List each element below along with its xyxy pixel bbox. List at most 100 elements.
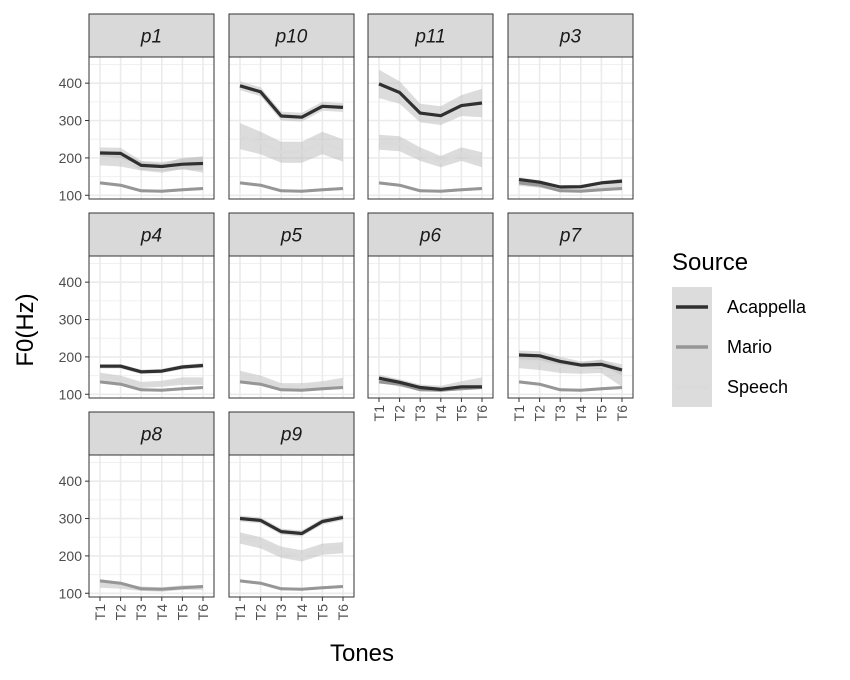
facet-label: p4: [140, 226, 162, 247]
y-tick-label: 200: [59, 349, 83, 365]
series-line-mario: [99, 181, 204, 193]
plot-area: [368, 256, 493, 398]
legend-item-acappella: Acappella: [672, 287, 807, 327]
panel-p7: p7 T1 T2 T3 T4 T5 T6: [507, 212, 634, 422]
series-line-speech: [239, 134, 344, 154]
legend-label: Acappella: [727, 297, 807, 317]
x-tick-label: T4: [294, 604, 310, 621]
facet-label: p7: [559, 226, 583, 247]
x-tick-label: T1: [92, 604, 108, 621]
series-line-speech: [99, 374, 203, 387]
plot-area: [89, 57, 214, 199]
facet-strip: [228, 13, 355, 58]
y-tick-label: 400: [59, 274, 83, 290]
panel-border: [228, 255, 355, 399]
x-tick-label: T2: [392, 405, 408, 422]
panel-border: [367, 255, 494, 399]
series-line-mario: [239, 579, 344, 591]
facet-strip: [88, 411, 215, 456]
panel-p6: p6 T1 T2 T3 T4 T5 T6: [367, 212, 494, 422]
series-line-acappella: [100, 363, 204, 374]
facet-label: p3: [559, 27, 582, 48]
panel-p10: p10: [228, 13, 355, 200]
panel-border: [507, 255, 634, 399]
series-line-mario: [99, 380, 204, 392]
ribbon-speech: [240, 123, 343, 163]
x-tick-label: T3: [273, 604, 289, 621]
x-tick-label: T4: [154, 604, 170, 621]
panel-border: [228, 454, 355, 598]
ribbon-acappella: [100, 363, 203, 375]
y-tick-label: 200: [59, 548, 83, 564]
facet-label: p1: [140, 27, 162, 48]
series-line-acappella: [518, 353, 623, 372]
x-tick-label: T5: [593, 405, 609, 422]
series-line-speech: [518, 359, 623, 379]
x-tick-label: T6: [195, 604, 211, 621]
x-tick-label: T6: [474, 405, 490, 422]
plot-area: [229, 455, 354, 597]
x-tick-label: T2: [532, 405, 548, 422]
panel-border: [88, 255, 215, 399]
panel-border: [367, 56, 494, 200]
panel-p4: p4 100 200 300 400: [59, 212, 215, 402]
facet-strip: [88, 212, 215, 257]
facet-strip: [228, 212, 355, 257]
x-tick-label: T4: [573, 405, 589, 422]
series-line-speech: [239, 536, 344, 558]
ribbon-acappella: [379, 69, 482, 125]
series-line-speech: [378, 140, 483, 164]
legend-item-speech: Speech: [672, 367, 788, 407]
facet-label: p10: [275, 27, 308, 48]
y-tick-label: 200: [59, 150, 83, 166]
panel-p11: p11: [367, 13, 494, 200]
series-line-mario: [239, 380, 344, 392]
panel-p8: p8 100 200 300 400 T1 T2 T3 T4 T5 T6: [59, 411, 215, 621]
y-axis-title: F0(Hz): [12, 293, 39, 366]
facet-label: p8: [140, 425, 163, 446]
y-tick-label: 400: [59, 473, 83, 489]
facet-strip: [507, 212, 634, 257]
facet-strip: [507, 13, 634, 58]
ribbon-speech: [240, 532, 343, 562]
x-tick-label: T2: [113, 604, 129, 621]
series-line-acappella: [378, 82, 483, 118]
panel-border: [507, 56, 634, 200]
x-tick-label: T4: [433, 405, 449, 422]
y-tick-label: 400: [59, 75, 83, 91]
y-tick-label: 100: [59, 585, 83, 601]
legend: Source Acappella Mario Speech: [672, 249, 807, 407]
facet-panels: p1 100 200 300 400 p10 p11 p3 p4 100 200 300 400 p5 p6…: [59, 13, 634, 621]
panel-p3: p3: [507, 13, 634, 200]
y-tick-label: 100: [59, 386, 83, 402]
ribbon-acappella: [240, 81, 343, 122]
x-tick-label: T1: [511, 405, 527, 422]
legend-title: Source: [672, 249, 748, 276]
x-axis-title: Tones: [330, 640, 394, 667]
x-tick-label: T5: [314, 604, 330, 621]
series-line-mario: [239, 181, 344, 193]
x-tick-label: T5: [453, 405, 469, 422]
panel-border: [88, 56, 215, 200]
x-tick-label: T3: [133, 604, 149, 621]
panel-p1: p1 100 200 300 400: [59, 13, 215, 203]
series-line-mario: [518, 380, 623, 392]
facet-label: p11: [414, 27, 445, 48]
legend-label: Mario: [727, 337, 772, 357]
series-line-acappella: [378, 376, 482, 391]
series-line-acappella: [239, 515, 344, 536]
y-tick-label: 300: [59, 312, 83, 328]
x-tick-label: T1: [232, 604, 248, 621]
x-tick-label: T3: [552, 405, 568, 422]
series-line-mario: [99, 579, 204, 591]
series-line-speech: [239, 374, 344, 389]
legend-item-mario: Mario: [672, 327, 772, 367]
series-line-acappella: [99, 151, 204, 169]
panel-p5: p5: [228, 212, 355, 399]
facet-label: p6: [419, 226, 442, 247]
panel-border: [228, 56, 355, 200]
panel-border: [88, 454, 215, 598]
y-tick-label: 300: [59, 113, 83, 129]
y-tick-label: 300: [59, 511, 83, 527]
